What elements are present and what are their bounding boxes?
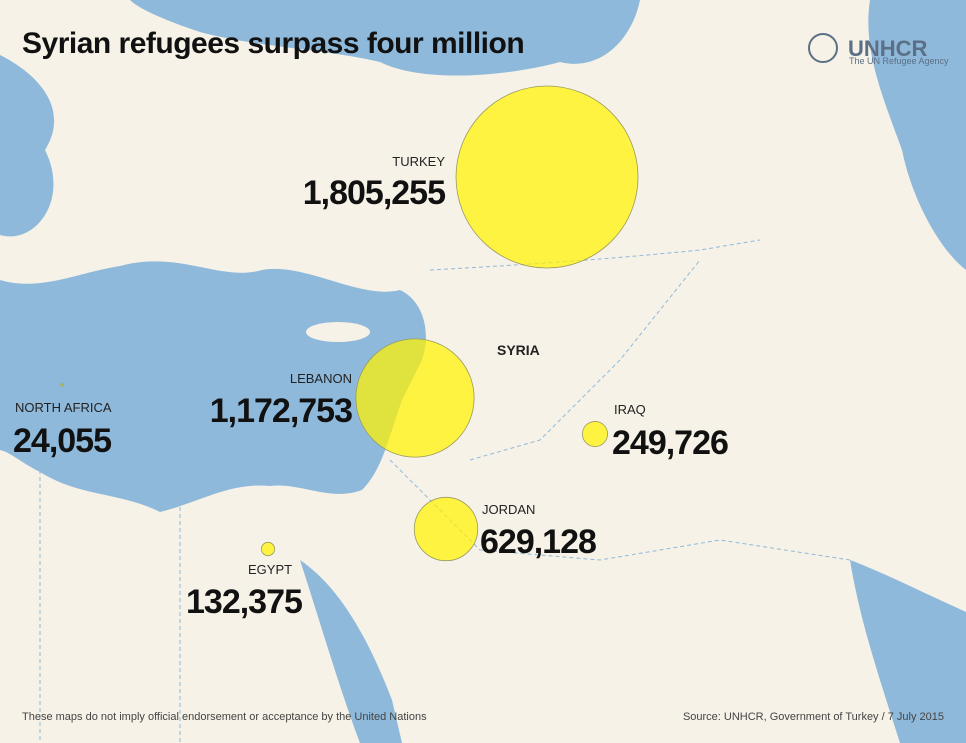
source: Source: UNHCR, Government of Turkey / 7 … xyxy=(683,711,944,723)
refugee-circle xyxy=(355,338,475,458)
country-label: SYRIA xyxy=(497,342,540,358)
region-name: NORTH AFRICA xyxy=(15,400,112,415)
persian-gulf xyxy=(850,560,966,743)
region-name: EGYPT xyxy=(248,562,292,577)
refugee-circle xyxy=(60,383,64,387)
region-name: IRAQ xyxy=(614,402,646,417)
region-value: 629,128 xyxy=(480,523,596,561)
logo-subtitle: The UN Refugee Agency xyxy=(849,56,949,66)
logo-icon xyxy=(808,33,838,63)
region-name: TURKEY xyxy=(392,154,445,169)
black-sea xyxy=(130,0,640,76)
disclaimer: These maps do not imply official endorse… xyxy=(22,711,427,723)
refugee-circle xyxy=(260,541,276,557)
region-value: 249,726 xyxy=(612,424,728,462)
refugee-circle xyxy=(582,421,608,447)
region-name: LEBANON xyxy=(290,371,352,386)
caspian-sea xyxy=(868,0,966,270)
title: Syrian refugees surpass four million xyxy=(22,27,524,60)
logo: UNHCR xyxy=(848,36,928,61)
refugee-circle xyxy=(455,85,639,269)
red-sea xyxy=(300,560,402,743)
aegean-sea xyxy=(0,55,55,237)
region-name: JORDAN xyxy=(482,502,535,517)
region-value: 1,172,753 xyxy=(210,392,352,430)
border xyxy=(429,239,761,271)
region-value: 132,375 xyxy=(186,583,302,621)
cyprus xyxy=(306,322,370,342)
refugee-circle xyxy=(413,496,479,562)
region-value: 24,055 xyxy=(13,422,111,460)
border xyxy=(469,259,701,461)
region-value: 1,805,255 xyxy=(303,174,445,212)
